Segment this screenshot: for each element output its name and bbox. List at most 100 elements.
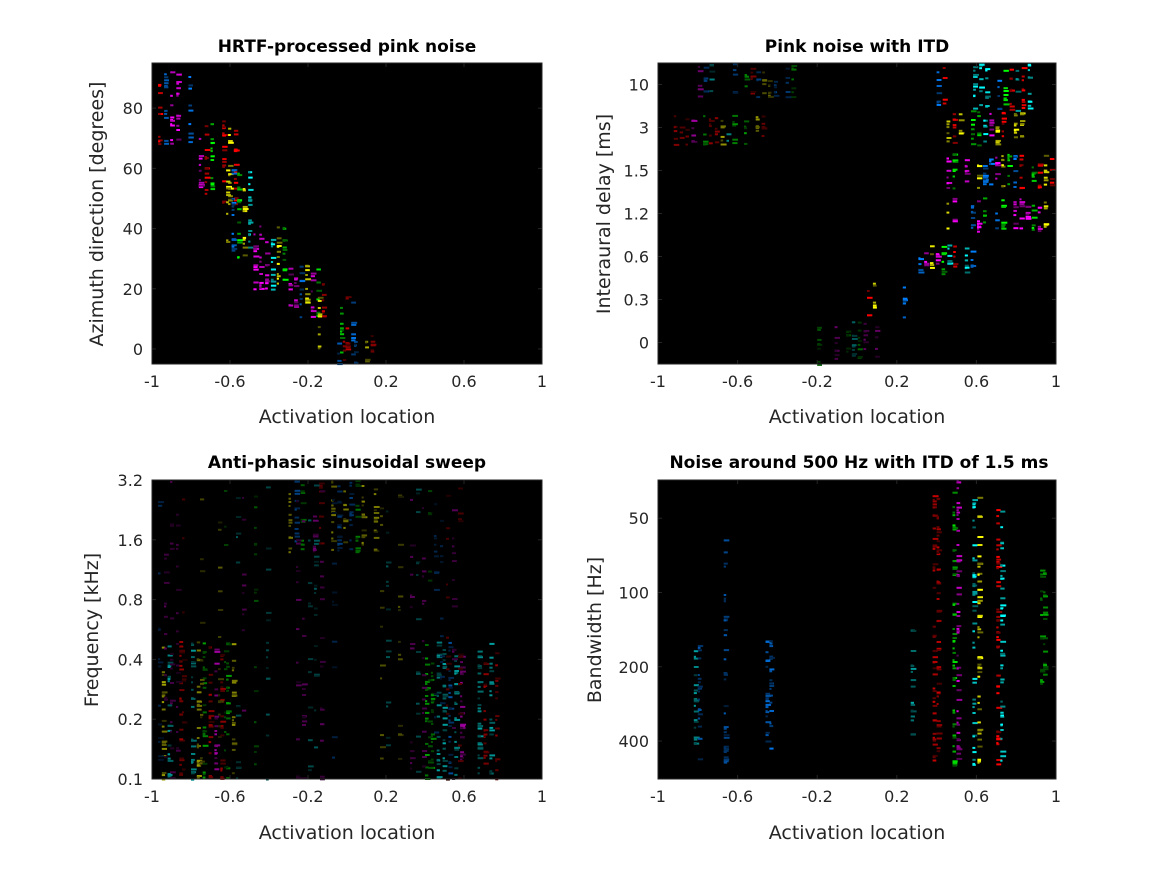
heatmap-cell	[1021, 89, 1026, 92]
heatmap-cell	[398, 605, 401, 608]
heatmap-cell	[791, 87, 797, 90]
heatmap-cell	[176, 642, 179, 645]
heatmap-cell	[296, 681, 301, 684]
heatmap-cell	[489, 694, 493, 697]
heatmap-cell	[231, 691, 237, 694]
heatmap-cells	[693, 480, 1049, 767]
heatmap-cell	[266, 649, 269, 652]
heatmap-cell	[248, 171, 251, 174]
heatmap-cell	[489, 690, 492, 693]
heatmap-cell	[1003, 99, 1008, 102]
heatmap-cell	[952, 633, 958, 635]
heatmap-cell	[198, 179, 201, 182]
heatmap-cell	[932, 514, 938, 517]
heatmap-cell	[723, 746, 727, 749]
heatmap-cell	[952, 661, 958, 663]
heatmap-cell	[956, 574, 960, 576]
heatmap-cell	[673, 143, 680, 146]
heatmap-cell	[282, 246, 287, 249]
heatmap-cell	[265, 252, 271, 255]
heatmap-cell	[425, 720, 428, 723]
heatmap-cell	[270, 288, 276, 291]
heatmap-cell	[997, 86, 1000, 89]
heatmap-cell	[299, 303, 302, 306]
plot-area	[658, 480, 1056, 779]
heatmap-cell	[995, 227, 999, 230]
heatmap-cell	[708, 134, 712, 137]
heatmap-cell	[703, 140, 709, 143]
heatmap-cell	[204, 181, 208, 184]
heatmap-cell	[161, 719, 167, 722]
heatmap-cell	[332, 502, 338, 505]
heatmap-cell	[765, 715, 768, 718]
heatmap-cell	[196, 708, 202, 711]
heatmap-cell	[732, 138, 738, 141]
heatmap-cell	[936, 703, 939, 705]
heatmap-cell	[946, 137, 952, 139]
heatmap-cell	[979, 104, 983, 107]
heatmap-cell	[1000, 649, 1003, 652]
heatmap-cell	[434, 535, 437, 537]
heatmap-cell	[936, 531, 942, 534]
heatmap-cell	[228, 174, 231, 177]
heatmap-cell	[188, 132, 194, 135]
heatmap-cell	[489, 662, 493, 665]
heatmap-cell	[1013, 131, 1018, 134]
heatmap-cell	[231, 719, 234, 722]
heatmap-cell	[1027, 76, 1033, 79]
heatmap-cell	[158, 704, 161, 707]
heatmap-cell	[308, 706, 314, 709]
heatmap-cell	[851, 334, 858, 337]
heatmap-cell	[276, 262, 280, 265]
heatmap-cell	[817, 338, 822, 341]
heatmap-cell	[723, 600, 726, 603]
heatmap-cell	[202, 771, 206, 774]
heatmap-cell	[460, 681, 463, 684]
heatmap-cell	[956, 627, 960, 630]
heatmap-cell	[440, 661, 444, 663]
heatmap-cell	[442, 697, 447, 700]
heatmap-cell	[996, 567, 999, 570]
heatmap-cell	[973, 69, 976, 72]
heatmap-cell	[996, 763, 1002, 766]
heatmap-cell	[266, 667, 269, 670]
heatmap-cell	[349, 539, 352, 542]
heatmap-cell	[1019, 205, 1026, 208]
heatmap-cell	[952, 736, 957, 739]
heatmap-cell	[723, 619, 727, 622]
heatmap-cell	[1001, 135, 1005, 138]
heatmap-cell	[750, 75, 757, 78]
heatmap-cell	[952, 745, 955, 748]
heatmap-cell	[164, 76, 169, 79]
heatmap-cell	[345, 327, 350, 330]
heatmap-cell	[164, 79, 169, 82]
heatmap-cell	[996, 626, 999, 629]
y-tick-label: 3	[639, 119, 649, 138]
heatmap-cell	[202, 677, 207, 680]
heatmap-cell	[317, 347, 321, 350]
heatmap-cell	[237, 201, 242, 204]
heatmap-cell	[332, 498, 335, 501]
heatmap-cell	[242, 205, 248, 208]
heatmap-cell	[972, 677, 978, 680]
heatmap-cell	[970, 264, 974, 267]
heatmap-cell	[1009, 102, 1012, 105]
heatmap-cell	[1021, 98, 1025, 101]
heatmap-cell	[158, 92, 163, 95]
heatmap-cell	[294, 489, 301, 492]
heatmap-cell	[314, 607, 318, 610]
heatmap-cell	[321, 293, 327, 296]
heatmap-cell	[228, 195, 233, 198]
heatmap-cell	[294, 521, 300, 524]
heatmap-cell	[460, 725, 466, 728]
heatmap-cell	[910, 685, 916, 688]
heatmap-cell	[983, 180, 989, 183]
heatmap-cell	[946, 126, 950, 129]
heatmap-cell	[158, 627, 161, 630]
heatmap-cell	[320, 586, 325, 589]
heatmap-cell	[714, 133, 718, 136]
heatmap-cell	[204, 133, 210, 136]
heatmap-cell	[723, 734, 730, 737]
heatmap-cell	[410, 555, 414, 558]
heatmap-cell	[985, 95, 991, 98]
